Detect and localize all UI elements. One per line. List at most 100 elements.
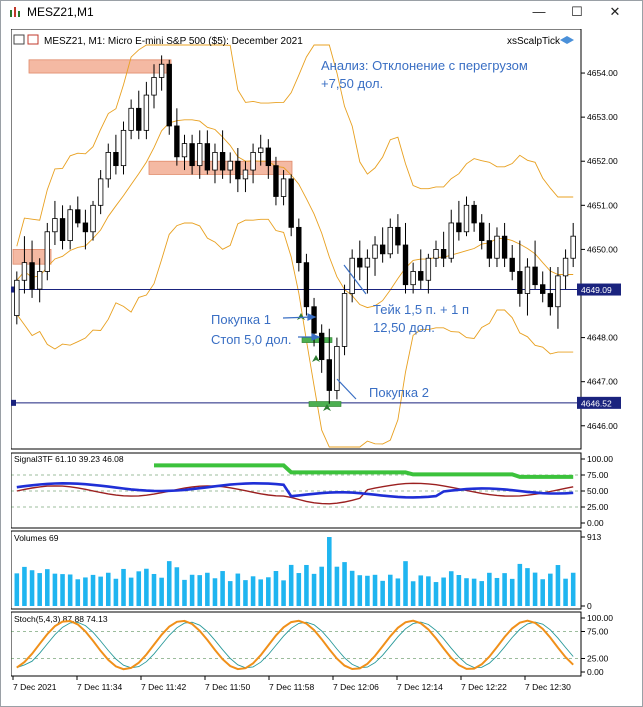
bear-candle xyxy=(82,222,89,233)
bear-candle xyxy=(456,222,462,233)
bear-candle xyxy=(136,107,142,131)
title-bar[interactable]: MESZ21,M1 — ☐ ✕ xyxy=(1,1,642,23)
volume-bar xyxy=(273,571,279,606)
bull-candle xyxy=(67,209,73,241)
bear-candle xyxy=(357,257,363,268)
time-tick-label: 7 Dec 11:42 xyxy=(141,682,186,692)
bull-candle xyxy=(463,204,470,233)
volume-bar xyxy=(540,579,545,606)
volume-bar xyxy=(250,576,256,606)
annotation-arrows xyxy=(282,264,367,400)
lower-band xyxy=(16,218,574,448)
volume-bar xyxy=(548,573,553,606)
annotation-take: Тейк 1,5 п. + 1 п 12,50 дол. xyxy=(373,301,469,337)
annotation-analysis-line2: +7,50 дол. xyxy=(321,76,384,91)
bull-candle xyxy=(364,257,371,268)
bull-candle xyxy=(143,94,150,131)
volume-bar xyxy=(570,572,576,606)
time-tick-label: 7 Dec 12:14 xyxy=(397,682,443,692)
stoch-main-line xyxy=(16,619,574,671)
volume-bar xyxy=(395,578,401,606)
bull-candle xyxy=(158,63,165,78)
signal-arrow-icon xyxy=(323,404,331,411)
indicator-name: xsScalpTick xyxy=(507,36,561,47)
take-arrow xyxy=(343,264,367,295)
maximize-button[interactable]: ☐ xyxy=(571,4,583,19)
volume-bar xyxy=(365,575,370,606)
volume-bar xyxy=(197,575,203,606)
bull-candle xyxy=(372,244,378,259)
volume-bar xyxy=(136,571,142,606)
bear-candle xyxy=(517,271,523,294)
volume-bar xyxy=(387,574,393,606)
volume-bar xyxy=(418,575,424,606)
bull-candle xyxy=(212,152,218,171)
minimize-button[interactable]: — xyxy=(532,4,546,19)
stoch-signal-line xyxy=(16,621,574,669)
stop-arrowhead xyxy=(311,333,321,341)
bear-candle xyxy=(509,257,515,272)
volume-bar xyxy=(525,568,530,606)
price-tick-label: 4650.00 xyxy=(587,244,618,254)
annotation-analysis: Анализ: Отклонение с перегрузом +7,50 до… xyxy=(321,57,528,93)
bull-candle xyxy=(425,257,432,281)
close-button[interactable]: ✕ xyxy=(609,4,621,19)
price-tick-label: 4646.00 xyxy=(587,421,618,431)
bear-candle xyxy=(486,240,493,259)
volume-bar xyxy=(220,571,225,606)
bear-candle xyxy=(189,143,195,167)
bull-candle xyxy=(448,222,454,259)
volume-bar xyxy=(227,581,233,606)
bear-candle xyxy=(273,165,279,197)
volume-bar xyxy=(205,572,210,606)
volume-bar xyxy=(479,581,485,606)
bull-candle xyxy=(570,235,576,259)
volume-bar xyxy=(60,574,65,606)
volume-bar xyxy=(487,572,492,606)
volume-bar xyxy=(441,577,446,606)
bull-candle xyxy=(52,218,58,233)
volume-bar xyxy=(105,572,111,606)
volume-bar xyxy=(258,579,263,606)
time-tick-label: 7 Dec 11:34 xyxy=(77,682,122,692)
chart-canvas[interactable]: 4654.00 4653.00 4652.00 4651.00 4650.00 4648.… xyxy=(11,29,631,699)
bear-candle xyxy=(296,226,302,264)
bull-candle xyxy=(197,143,203,167)
bear-candle xyxy=(235,160,241,180)
bull-candle xyxy=(97,178,104,206)
volume-bar xyxy=(304,564,309,606)
current-price-marker xyxy=(11,286,16,293)
volume-bar xyxy=(433,582,439,606)
graduation-cap-icon xyxy=(560,36,574,44)
signal-arrow-icon xyxy=(312,355,320,362)
resistance-zone-top xyxy=(28,59,172,74)
time-tick-label: 7 Dec 12:22 xyxy=(461,682,507,692)
volume-bar xyxy=(22,566,27,606)
volume-bar xyxy=(456,575,462,606)
bear-candle xyxy=(395,226,401,246)
bull-candle xyxy=(36,271,43,290)
time-tick-label: 7 Dec 2021 xyxy=(13,682,57,692)
volume-bar xyxy=(357,575,363,606)
bear-candle xyxy=(311,306,317,334)
bull-candle xyxy=(21,262,28,281)
bear-candle xyxy=(326,359,332,391)
buy2-arrow xyxy=(336,378,357,400)
bear-candle xyxy=(166,63,172,127)
bull-candle xyxy=(494,235,500,259)
bear-candle xyxy=(265,147,272,167)
signal-red-line xyxy=(16,482,574,505)
annotation-stop: Стоп 5,0 дол. xyxy=(211,332,292,347)
volume-bar xyxy=(296,573,302,606)
signal-arrow-icon xyxy=(297,313,305,320)
bear-candle xyxy=(303,262,310,308)
bull-candle xyxy=(44,231,50,272)
volume-bar xyxy=(555,565,561,606)
bull-candle xyxy=(433,249,439,259)
bear-candle xyxy=(540,284,546,294)
bull-candle xyxy=(151,77,157,96)
volume-bar xyxy=(471,578,477,606)
bull-candle xyxy=(524,266,531,294)
bull-candle xyxy=(105,152,111,180)
